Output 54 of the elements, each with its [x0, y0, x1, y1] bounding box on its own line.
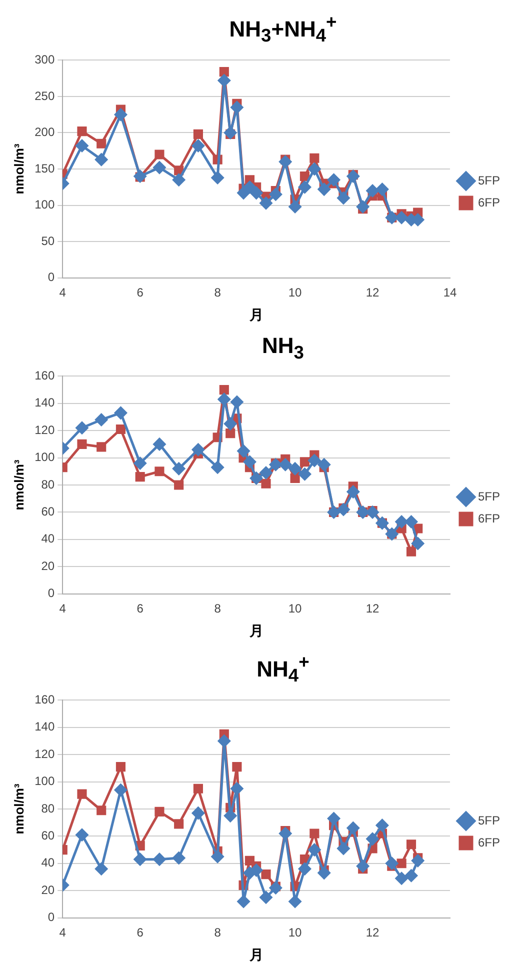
y-tick-label: 80	[41, 801, 55, 816]
x-tick-label: 10	[288, 285, 302, 300]
y-tick-label: 20	[41, 882, 55, 897]
y-tick-label: 0	[48, 270, 55, 284]
y-axis-title: nmol/m³	[11, 782, 26, 834]
y-tick-label: 60	[41, 828, 55, 842]
y-tick-label: 100	[34, 774, 55, 788]
x-tick-label: 10	[288, 925, 302, 940]
legend-label: 6FP	[478, 195, 500, 210]
y-tick-label: 60	[41, 504, 55, 519]
y-tick-label: 160	[34, 692, 55, 706]
x-tick-label: 6	[136, 925, 144, 940]
y-tick-label: 250	[34, 88, 55, 102]
legend-label: 6FP	[478, 835, 500, 850]
x-tick-label: 6	[136, 601, 144, 616]
x-tick-label: 8	[214, 285, 222, 300]
y-tick-label: 300	[34, 52, 55, 66]
x-tick-label: 8	[214, 601, 222, 616]
y-tick-label: 50	[41, 234, 55, 248]
y-tick-label: 100	[34, 450, 55, 464]
y-tick-label: 200	[34, 124, 55, 139]
x-axis-title: 月	[248, 622, 264, 639]
legend-label: 6FP	[478, 511, 500, 526]
y-tick-label: 20	[41, 559, 55, 574]
x-tick-label: 12	[366, 285, 380, 300]
y-tick-label: 100	[34, 197, 55, 212]
x-tick-label: 8	[214, 925, 222, 940]
legend-label: 5FP	[478, 489, 500, 504]
y-tick-label: 80	[41, 477, 55, 492]
y-tick-label: 40	[41, 856, 55, 870]
x-tick-label: 12	[366, 925, 380, 940]
y-tick-label: 0	[48, 910, 55, 924]
y-axis-title: nmol/m³	[11, 142, 26, 194]
x-axis-title: 月	[248, 306, 264, 322]
x-axis-title: 月	[248, 946, 264, 962]
x-tick-label: 4	[59, 601, 66, 616]
x-tick-label: 4	[59, 285, 66, 300]
y-tick-label: 120	[34, 746, 55, 761]
x-tick-label: 12	[366, 601, 380, 616]
legend-label: 5FP	[478, 813, 500, 828]
y-axis-title: nmol/m³	[11, 459, 26, 510]
y-tick-label: 140	[34, 720, 55, 734]
y-tick-label: 0	[48, 586, 55, 600]
x-tick-label: 10	[288, 601, 302, 616]
x-tick-label: 4	[59, 925, 66, 940]
y-tick-label: 140	[34, 396, 55, 410]
y-tick-label: 160	[34, 368, 55, 383]
legend-label: 5FP	[478, 173, 500, 188]
y-tick-label: 120	[34, 423, 55, 438]
y-tick-label: 150	[34, 161, 55, 176]
x-tick-label: 6	[136, 285, 144, 300]
x-tick-label: 14	[443, 285, 457, 300]
y-tick-label: 40	[41, 532, 55, 546]
chart-title: NH$_{3}$	[261, 332, 305, 364]
